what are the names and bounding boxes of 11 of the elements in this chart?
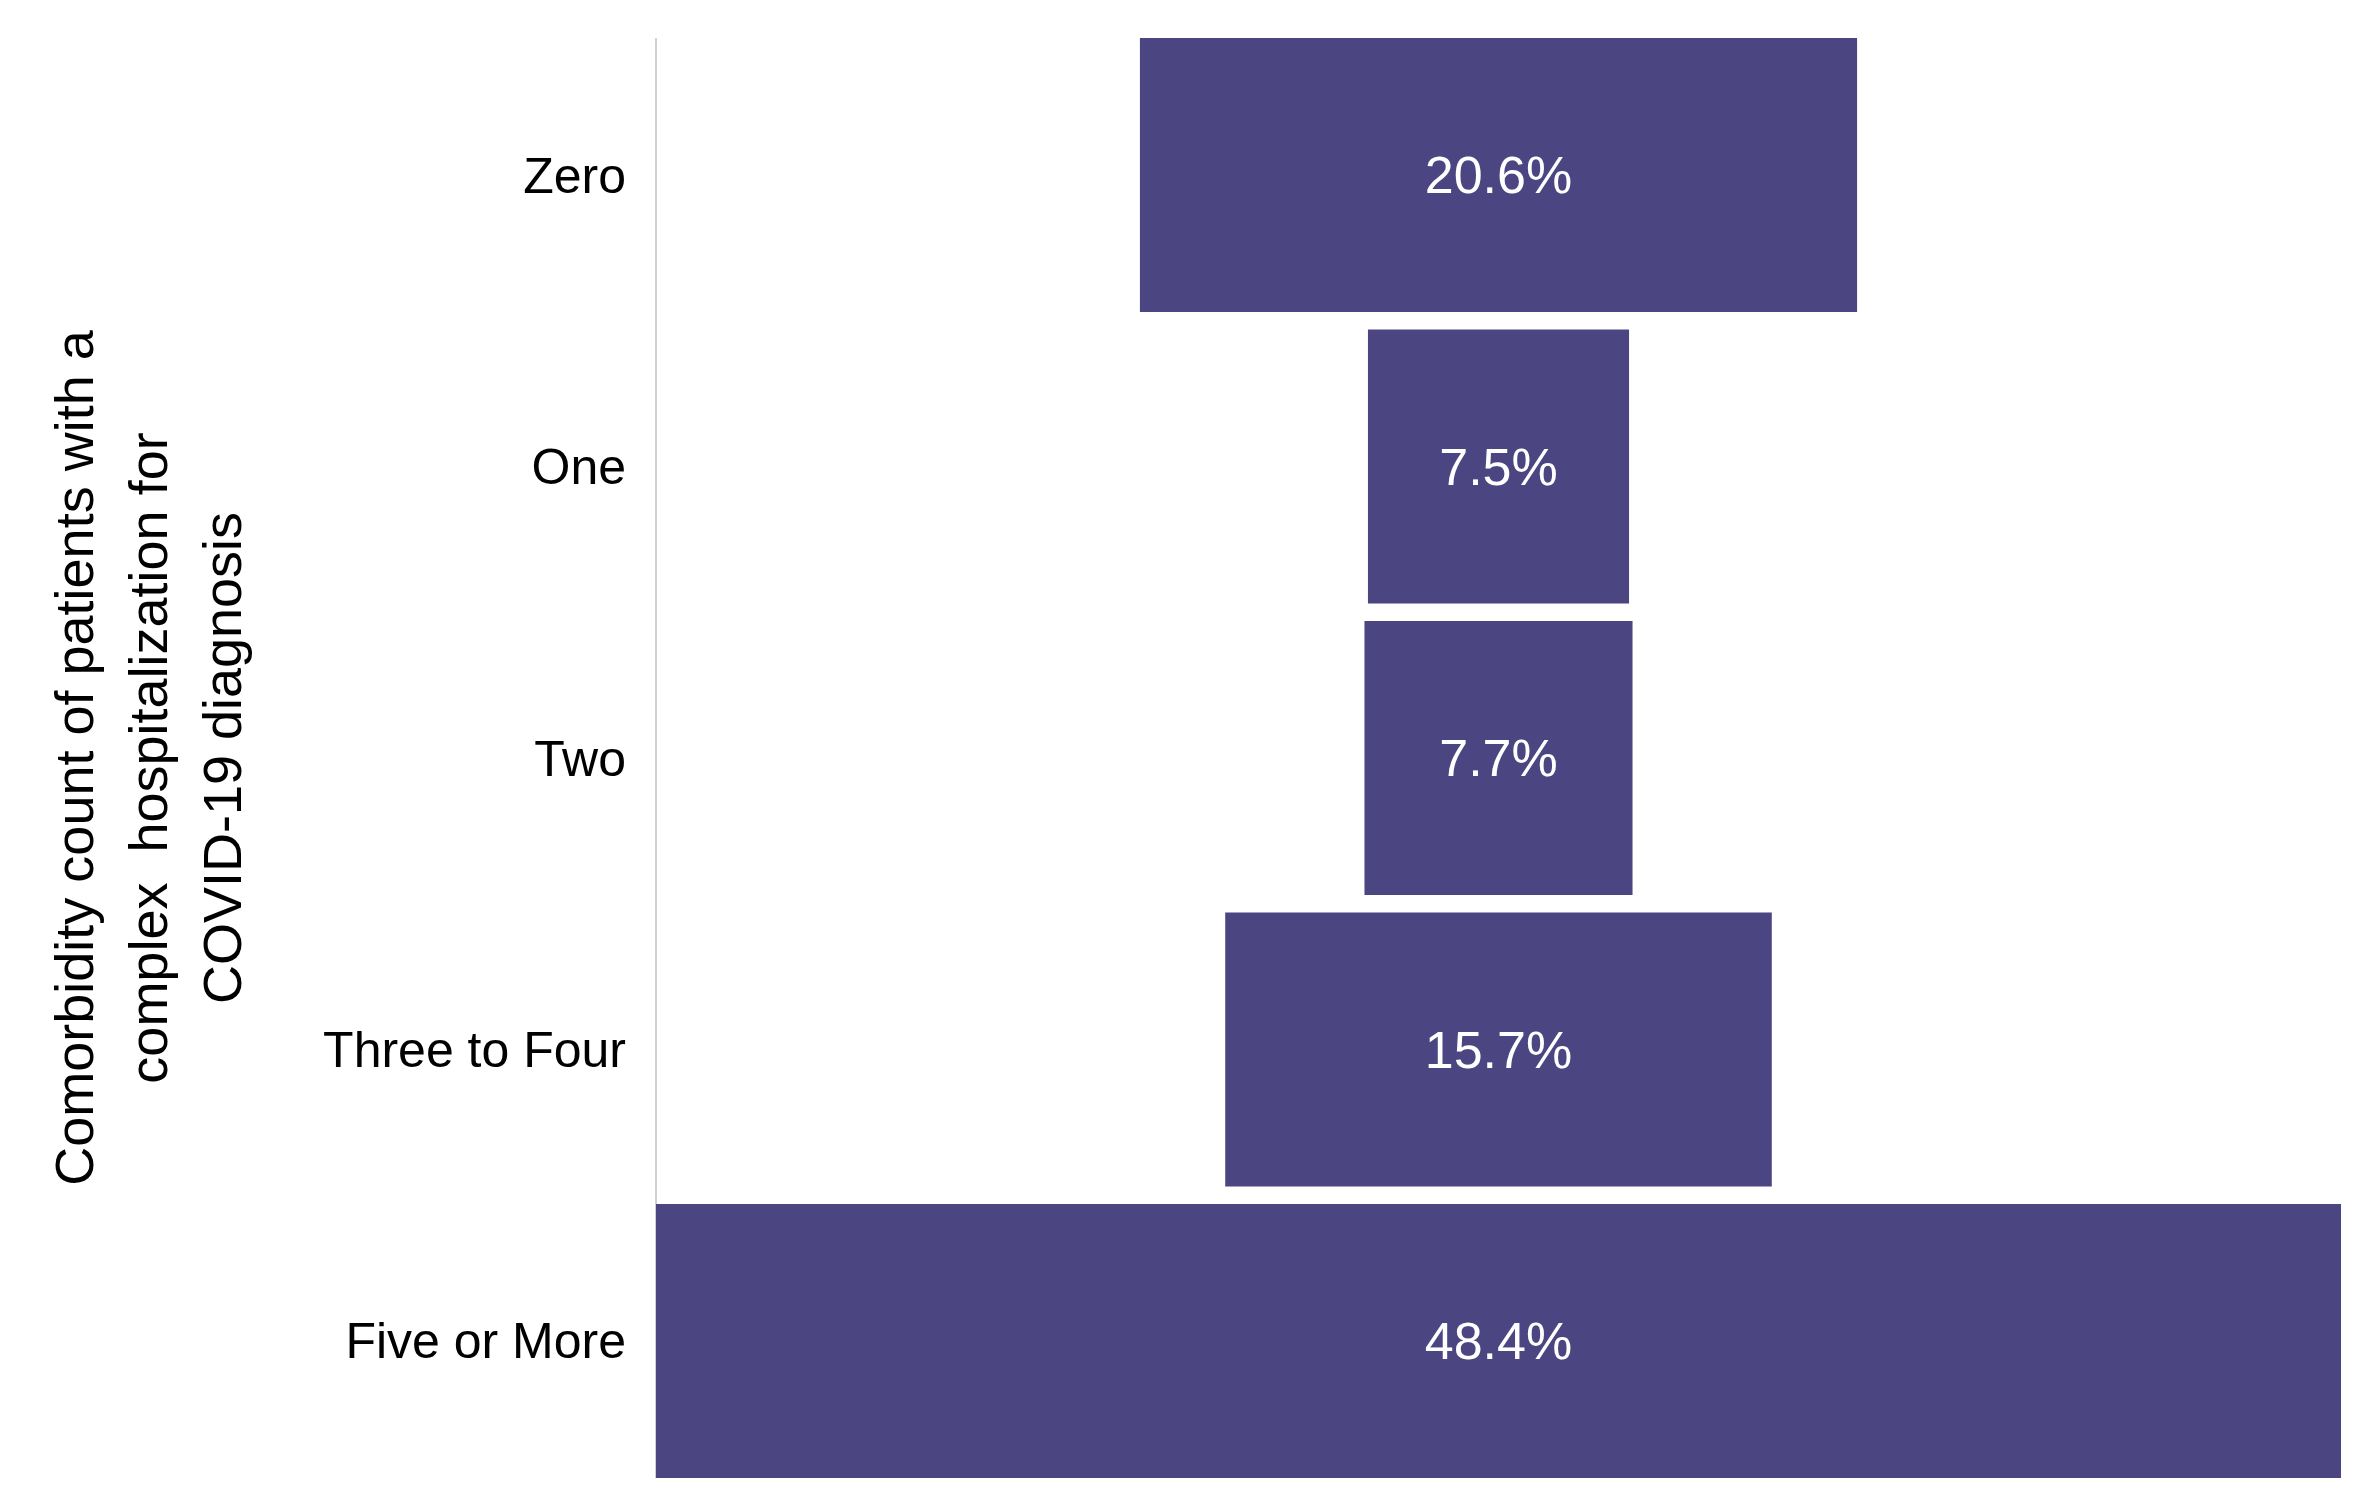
data-label: 7.5% xyxy=(1439,437,1558,496)
text: Comorbidity count of patients with a complex hospitalization for COVID-19 diagnosis xyxy=(44,329,252,1186)
data-label: 7.7% xyxy=(1439,729,1558,788)
category-label: Three to Four xyxy=(323,1022,626,1078)
data-label: 15.7% xyxy=(1424,1020,1573,1079)
category-label: One xyxy=(531,439,626,495)
data-label: 20.6% xyxy=(1424,146,1573,205)
data-label: 48.4% xyxy=(1424,1312,1573,1371)
category-label: Two xyxy=(534,730,626,787)
category-label: Zero xyxy=(523,147,626,204)
category-label: Five or More xyxy=(345,1313,626,1370)
